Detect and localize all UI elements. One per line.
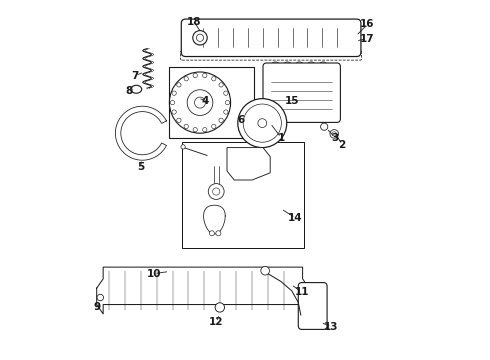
Circle shape	[224, 91, 228, 95]
Circle shape	[258, 119, 267, 127]
Text: 2: 2	[339, 140, 346, 150]
Circle shape	[196, 34, 204, 41]
Circle shape	[332, 132, 337, 136]
Circle shape	[208, 184, 224, 199]
Text: 18: 18	[187, 17, 201, 27]
Circle shape	[172, 110, 176, 114]
Circle shape	[225, 100, 230, 105]
FancyBboxPatch shape	[181, 19, 361, 57]
Text: 9: 9	[94, 302, 101, 312]
Text: 1: 1	[277, 132, 285, 143]
Circle shape	[219, 118, 223, 122]
FancyBboxPatch shape	[263, 63, 341, 122]
Circle shape	[193, 31, 207, 45]
Circle shape	[238, 99, 287, 148]
Ellipse shape	[131, 85, 142, 93]
Polygon shape	[97, 267, 309, 314]
Circle shape	[224, 110, 228, 114]
Circle shape	[177, 83, 181, 87]
Text: 16: 16	[360, 19, 375, 30]
Circle shape	[261, 266, 270, 275]
FancyBboxPatch shape	[180, 51, 362, 60]
Polygon shape	[227, 148, 270, 180]
Text: 6: 6	[238, 114, 245, 125]
Bar	[182, 142, 304, 248]
Text: 10: 10	[147, 269, 162, 279]
Circle shape	[184, 124, 188, 129]
Text: 4: 4	[202, 96, 209, 106]
Circle shape	[212, 124, 216, 129]
Circle shape	[172, 91, 176, 95]
Circle shape	[330, 130, 339, 138]
Circle shape	[215, 303, 224, 312]
Circle shape	[243, 104, 281, 142]
Circle shape	[216, 231, 221, 236]
Circle shape	[193, 73, 197, 78]
Circle shape	[171, 100, 174, 105]
Text: 15: 15	[285, 96, 299, 106]
Text: 3: 3	[331, 132, 339, 143]
Circle shape	[187, 90, 213, 116]
Circle shape	[195, 97, 205, 108]
Text: 5: 5	[137, 162, 144, 172]
Bar	[170, 67, 254, 138]
Circle shape	[213, 188, 220, 195]
Text: 17: 17	[360, 33, 375, 44]
Text: 7: 7	[131, 71, 139, 81]
Polygon shape	[116, 106, 167, 160]
Circle shape	[177, 118, 181, 122]
Text: 11: 11	[294, 287, 309, 297]
Circle shape	[203, 127, 207, 132]
Circle shape	[97, 294, 103, 301]
Circle shape	[320, 123, 328, 130]
Circle shape	[212, 77, 216, 81]
Text: 14: 14	[288, 213, 303, 223]
Polygon shape	[204, 205, 225, 234]
Circle shape	[219, 83, 223, 87]
Text: 13: 13	[324, 322, 339, 332]
Circle shape	[170, 72, 231, 133]
Circle shape	[184, 77, 188, 81]
FancyBboxPatch shape	[298, 283, 327, 329]
Text: 8: 8	[125, 86, 133, 96]
Circle shape	[181, 145, 185, 149]
Circle shape	[209, 231, 215, 236]
Text: 12: 12	[209, 317, 223, 327]
Circle shape	[203, 73, 207, 78]
Circle shape	[193, 127, 197, 132]
